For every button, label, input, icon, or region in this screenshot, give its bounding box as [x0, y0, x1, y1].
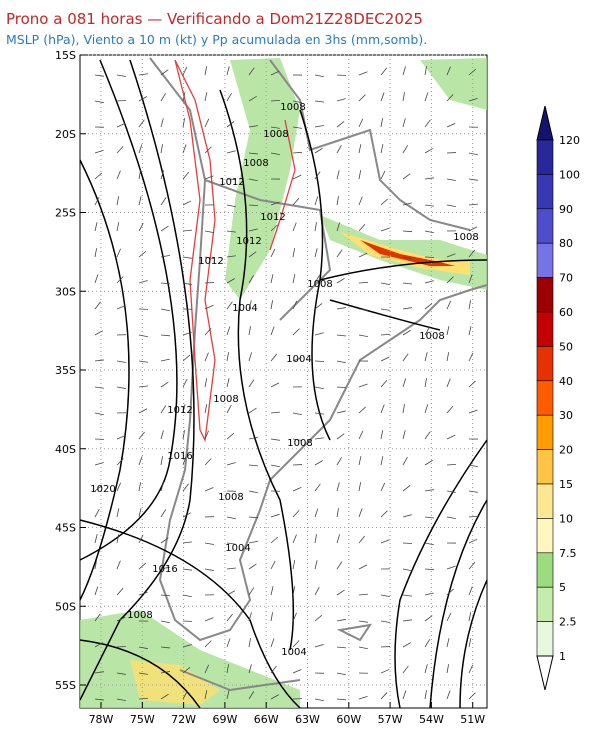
- lon-label: 72W: [171, 713, 196, 726]
- lon-label: 51W: [460, 713, 485, 726]
- colorbar-segment: [537, 243, 553, 277]
- isobar-label: 1004: [232, 303, 257, 314]
- title: Prono a 081 horas — Verificando a Dom21Z…: [6, 10, 423, 28]
- isobar-label: 1008: [127, 610, 152, 621]
- isobar-label: 1004: [225, 543, 250, 554]
- colorbar-label: 90: [559, 203, 573, 216]
- isobar-label: 1004: [286, 354, 311, 365]
- colorbar-segment: [537, 174, 553, 208]
- isobar-label: 1012: [236, 236, 261, 247]
- isobar-label: 1016: [152, 564, 177, 575]
- lat-label: 50S: [55, 600, 76, 613]
- isobar-label: 1008: [419, 331, 444, 342]
- lon-label: 66W: [254, 713, 279, 726]
- colorbar-label: 15: [559, 478, 573, 491]
- colorbar-label: 20: [559, 444, 573, 457]
- lat-label: 45S: [55, 522, 76, 535]
- isobar-label: 1012: [167, 405, 192, 416]
- isobar-label: 1016: [167, 451, 192, 462]
- lon-label: 60W: [336, 713, 361, 726]
- colorbar-segment: [537, 278, 553, 312]
- isobar-label: 1008: [218, 492, 243, 503]
- colorbar-segment: [537, 415, 553, 449]
- isobar-label: 1008: [213, 394, 238, 405]
- colorbar-label: 70: [559, 272, 573, 285]
- isobar-label: 1020: [90, 484, 115, 495]
- lat-label: 15S: [55, 49, 76, 62]
- colorbar-top: [537, 106, 553, 140]
- colorbar-label: 10: [559, 512, 573, 525]
- colorbar-label: 5: [559, 581, 566, 594]
- colorbar-segment: [537, 312, 553, 346]
- lat-label: 40S: [55, 443, 76, 456]
- colorbar-label: 40: [559, 375, 573, 388]
- colorbar-segment: [537, 450, 553, 484]
- lon-label: 63W: [295, 713, 320, 726]
- colorbar: 120 100 90 80 70 60 50 40 30 20 15 10 7.5 5 2.5 1: [537, 106, 580, 690]
- colorbar-label: 60: [559, 306, 573, 319]
- isobar-label: 1012: [219, 177, 244, 188]
- colorbar-segment: [537, 381, 553, 415]
- colorbar-label: 7.5: [559, 547, 577, 560]
- isobar-label: 1008: [263, 129, 288, 140]
- isobar-label: 1008: [243, 158, 268, 169]
- lat-label: 55S: [55, 679, 76, 692]
- colorbar-label: 120: [559, 134, 580, 147]
- colorbar-label: 2.5: [559, 616, 577, 629]
- colorbar-label: 1: [559, 650, 566, 663]
- colorbar-bottom: [537, 656, 553, 690]
- lat-label: 30S: [55, 285, 76, 298]
- colorbar-segment: [537, 140, 553, 174]
- colorbar-segment: [537, 346, 553, 380]
- colorbar-label: 50: [559, 340, 573, 353]
- isobar-label: 1008: [307, 279, 332, 290]
- lat-label: 35S: [55, 364, 76, 377]
- colorbar-segment: [537, 587, 553, 621]
- colorbar-segment: [537, 622, 553, 656]
- subtitle: MSLP (hPa), Viento a 10 m (kt) y Pp acum…: [6, 32, 427, 47]
- wind-barb: [315, 361, 324, 362]
- isobar-label: 1008: [280, 102, 305, 113]
- colorbar-label: 80: [559, 237, 573, 250]
- isobar-label: 1012: [198, 256, 223, 267]
- colorbar-label: 30: [559, 409, 573, 422]
- map: 15S 20S 25S 30S 35S 40S 45S 50S 55S 78W 75W 72W 69W 6…: [55, 49, 487, 726]
- colorbar-label: 100: [559, 168, 580, 181]
- isobar-label: 1008: [287, 438, 312, 449]
- lon-label: 57W: [378, 713, 403, 726]
- colorbar-segment: [537, 209, 553, 243]
- lon-label: 78W: [89, 713, 114, 726]
- lat-label: 20S: [55, 128, 76, 141]
- wind-barb: [117, 646, 126, 647]
- lat-label: 25S: [55, 207, 76, 220]
- lon-label: 54W: [419, 713, 444, 726]
- isobar-label: 1004: [281, 647, 306, 658]
- lon-label: 75W: [130, 713, 155, 726]
- colorbar-segment: [537, 553, 553, 587]
- isobar-label: 1008: [453, 232, 478, 243]
- colorbar-segment: [537, 484, 553, 518]
- colorbar-segment: [537, 518, 553, 552]
- isobar-label: 1012: [260, 212, 285, 223]
- lon-label: 69W: [212, 713, 237, 726]
